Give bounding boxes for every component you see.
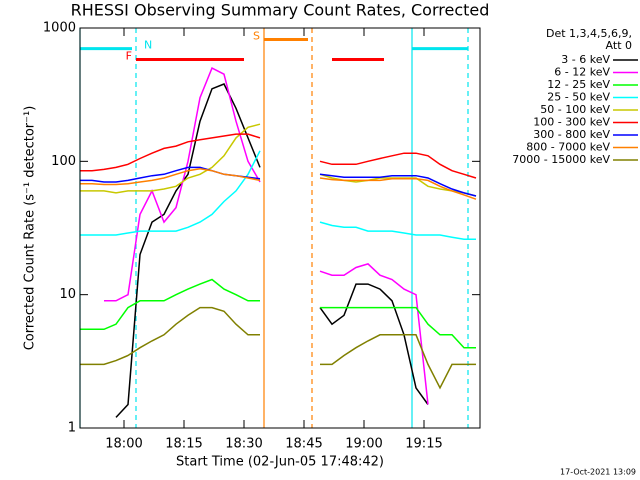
series-line — [80, 150, 476, 241]
legend-attenuator: Att 0 — [606, 39, 632, 52]
series-line — [80, 167, 477, 200]
x-tick-label: 18:30 — [225, 437, 262, 452]
legend-label: 50 - 100 keV — [540, 103, 610, 116]
y-tick-label: 100 — [51, 154, 76, 169]
legend-label: 6 - 12 keV — [554, 66, 610, 79]
y-tick-label: 10 — [59, 287, 76, 302]
y-axis-label: Corrected Count Rate (s⁻¹ detector⁻¹) — [23, 106, 38, 351]
legend-label: 3 - 6 keV — [561, 53, 610, 66]
legend-detectors: Det 1,3,4,5,6,9, — [546, 27, 632, 40]
legend-label: 12 - 25 keV — [547, 78, 610, 91]
x-tick-label: 19:15 — [405, 437, 442, 452]
y-tick-label: 1 — [68, 421, 76, 436]
x-tick-label: 18:00 — [105, 437, 142, 452]
legend-label: 300 - 800 keV — [533, 128, 610, 141]
chart-title: RHESSI Observing Summary Count Rates, Co… — [71, 1, 490, 20]
x-axis-label: Start Time (02-Jun-05 17:48:42) — [176, 455, 384, 470]
interval-label: F — [126, 50, 132, 63]
interval-label: N — [144, 39, 152, 52]
legend-label: 25 - 50 keV — [547, 91, 610, 104]
series-line — [115, 83, 429, 418]
series-line — [80, 306, 476, 390]
x-tick-label: 19:00 — [345, 437, 382, 452]
legend-label: 100 - 300 keV — [533, 116, 610, 129]
plot-frame — [79, 27, 481, 429]
y-tick-label: 1000 — [43, 21, 76, 36]
x-tick-label: 18:15 — [165, 437, 202, 452]
series-line — [104, 67, 429, 405]
interval-label: S — [253, 29, 260, 42]
x-tick-label: 18:45 — [285, 437, 322, 452]
series-line — [80, 133, 477, 179]
legend-label: 800 - 7000 keV — [526, 141, 610, 154]
legend-label: 7000 - 15000 keV — [512, 153, 610, 166]
timestamp: 17-Oct-2021 13:09 — [560, 468, 636, 477]
series-line — [80, 278, 476, 349]
